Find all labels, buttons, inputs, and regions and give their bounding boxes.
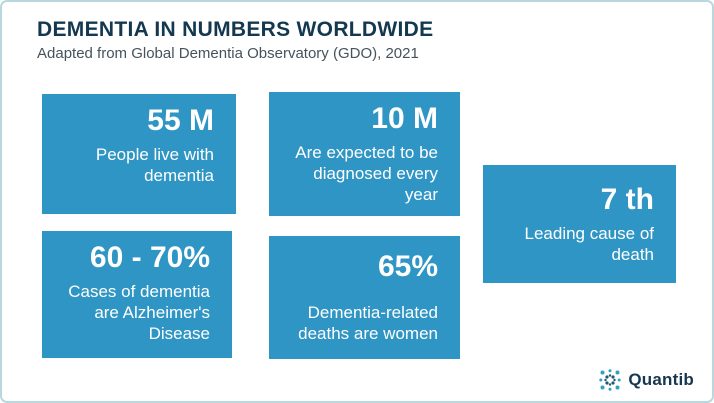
stat-value: 7 th bbox=[600, 183, 654, 216]
stat-label: People live with dementia bbox=[95, 144, 214, 185]
page-subtitle: Adapted from Global Dementia Observatory… bbox=[37, 45, 419, 62]
page-title: DEMENTIA IN NUMBERS WORLDWIDE bbox=[37, 18, 434, 41]
stat-value: 65% bbox=[377, 250, 438, 283]
stat-label: Dementia-related deaths are women bbox=[298, 302, 438, 343]
stat-label: Cases of dementia are Alzheimer's Diseas… bbox=[68, 281, 210, 344]
stat-card-leading-cause-of-death: 7 th Leading cause of death bbox=[483, 165, 676, 283]
stat-card-deaths-women: 65% Dementia-related deaths are women bbox=[269, 236, 460, 359]
starburst-dots-icon bbox=[598, 368, 622, 392]
quantib-wordmark: Quantib bbox=[628, 370, 694, 389]
stat-label: Leading cause of death bbox=[524, 223, 655, 264]
stat-card-people-with-dementia: 55 M People live with dementia bbox=[42, 94, 236, 214]
stat-value: 10 M bbox=[371, 102, 438, 135]
stat-label: Are expected to be diagnosed every year bbox=[295, 142, 438, 205]
stat-value: 55 M bbox=[147, 104, 214, 137]
stat-value: 60 - 70% bbox=[89, 241, 210, 274]
stat-card-diagnosed-every-year: 10 M Are expected to be diagnosed every … bbox=[269, 92, 460, 216]
stat-card-alzheimers-share: 60 - 70% Cases of dementia are Alzheimer… bbox=[42, 231, 232, 358]
quantib-logo: Quantib bbox=[598, 368, 694, 392]
